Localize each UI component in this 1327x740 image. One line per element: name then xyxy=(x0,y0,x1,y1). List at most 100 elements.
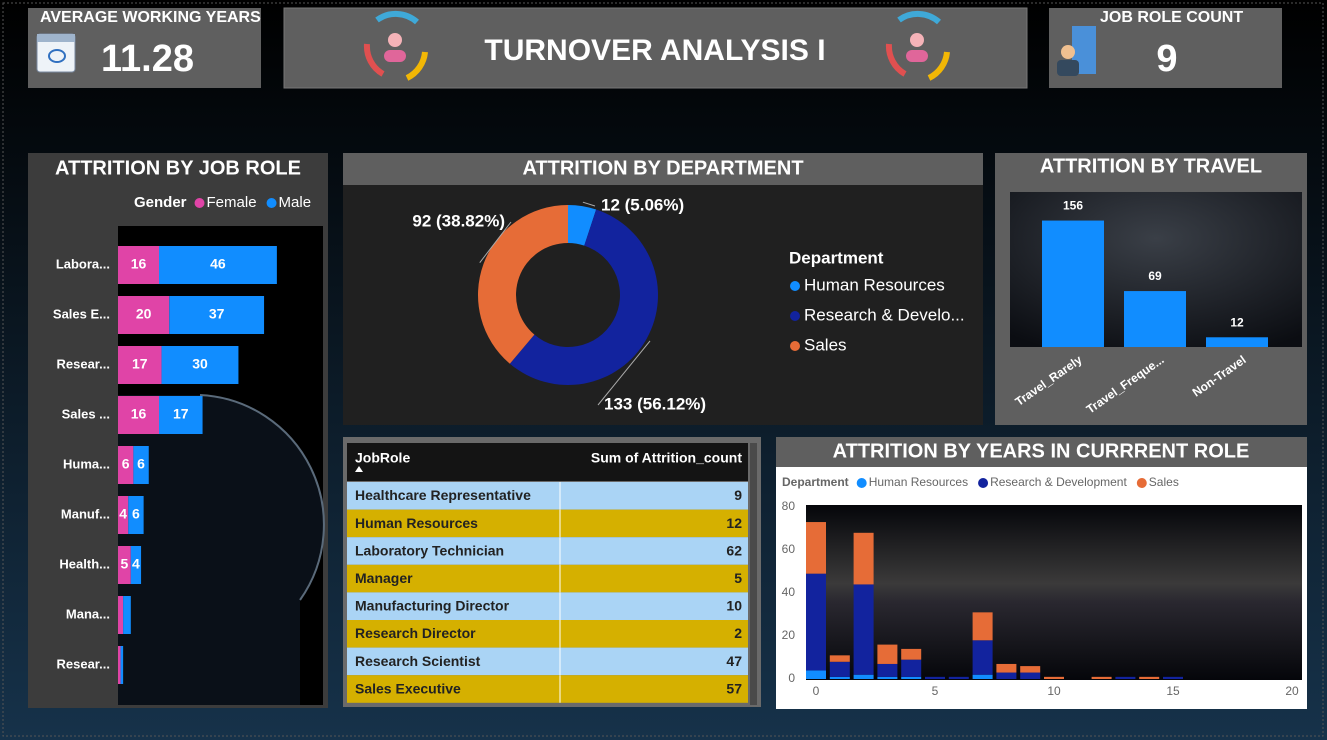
planet-rim xyxy=(199,394,325,601)
y-tick-label: Labora... xyxy=(56,256,110,271)
bar xyxy=(1139,676,1160,679)
legend-label: Research & Development xyxy=(990,475,1127,489)
leader-line xyxy=(582,201,596,207)
table-row xyxy=(347,509,748,538)
legend-label: Female xyxy=(207,194,257,211)
table-row xyxy=(347,482,748,510)
data-label: 16 xyxy=(131,256,147,272)
bar xyxy=(853,584,874,675)
bar xyxy=(118,496,129,534)
data-label: 46 xyxy=(210,256,226,272)
bar xyxy=(130,546,142,584)
donut-slice xyxy=(568,205,597,246)
turnover-icon xyxy=(363,10,428,81)
building-icon xyxy=(1057,26,1096,76)
table-cell: 62 xyxy=(726,542,742,558)
card-title: JOB ROLE COUNT xyxy=(1100,9,1243,26)
chart-title: ATTRITION BY JOB ROLE xyxy=(55,157,301,179)
bar xyxy=(118,396,159,434)
table-cell: Manufacturing Director xyxy=(355,598,510,614)
y-tick-label: 80 xyxy=(782,499,796,513)
bar xyxy=(161,346,239,384)
bar xyxy=(1020,672,1041,679)
table-row xyxy=(347,620,748,648)
bar xyxy=(996,663,1017,673)
column-header: Sum of Attrition_count xyxy=(591,450,742,466)
y-tick-label: Resear... xyxy=(57,656,111,671)
bar xyxy=(829,661,850,677)
bar xyxy=(120,646,124,684)
data-label: 4 xyxy=(119,506,127,522)
data-label: 37 xyxy=(209,306,225,322)
data-label: 6 xyxy=(137,456,145,472)
column-header: JobRole xyxy=(355,450,410,466)
chart-title: ATTRITION BY DEPARTMENT xyxy=(522,157,803,179)
table-cell: 10 xyxy=(726,598,742,614)
bar xyxy=(829,655,850,662)
y-tick-label: 40 xyxy=(782,585,796,599)
legend-label: Research & Develo... xyxy=(804,305,965,324)
table-cell: 57 xyxy=(726,680,742,696)
bar xyxy=(159,396,203,434)
bar xyxy=(877,663,898,677)
x-tick-label: 10 xyxy=(1047,684,1061,698)
legend-swatch xyxy=(790,341,800,351)
data-label: 5 xyxy=(121,556,129,572)
data-label: 92 (38.82%) xyxy=(412,211,505,230)
y-tick-label: 0 xyxy=(788,671,795,685)
table-header xyxy=(347,443,748,481)
legend-title: Department xyxy=(789,248,884,267)
table-cell: Research Director xyxy=(355,625,476,641)
table-row xyxy=(347,564,748,593)
bar xyxy=(1044,676,1064,679)
x-tick-label: 20 xyxy=(1285,684,1299,698)
table-cell: 9 xyxy=(734,487,742,503)
table-cell: Human Resources xyxy=(355,515,478,531)
data-label: 12 xyxy=(1230,315,1244,329)
y-tick-label: Resear... xyxy=(57,356,111,371)
scrollbar xyxy=(750,443,757,705)
bar xyxy=(118,546,131,584)
table-cell: 47 xyxy=(726,653,742,669)
chart-title: ATTRITION BY TRAVEL xyxy=(1040,155,1262,177)
y-tick-label: Sales ... xyxy=(62,406,110,421)
bar xyxy=(123,596,131,634)
bar xyxy=(806,573,826,671)
legend-label: Human Resources xyxy=(869,475,968,489)
legend-title: Department xyxy=(782,475,849,489)
bar xyxy=(1124,291,1186,347)
bar xyxy=(1163,676,1183,679)
bar xyxy=(118,296,170,334)
bar xyxy=(1042,220,1104,347)
legend-swatch xyxy=(1136,478,1147,488)
panel xyxy=(343,153,983,425)
bar xyxy=(829,676,850,679)
calendar-icon xyxy=(36,33,76,73)
bar xyxy=(901,659,922,677)
legend-label: Male xyxy=(279,194,312,211)
y-tick-label: Sales E... xyxy=(53,306,110,321)
table-row xyxy=(347,647,748,676)
data-label: 133 (56.12%) xyxy=(604,394,706,413)
data-label: 12 (5.06%) xyxy=(601,195,684,214)
legend-label: Sales xyxy=(1149,475,1179,489)
legend-swatch xyxy=(790,281,800,291)
bar xyxy=(118,346,162,384)
panel-header xyxy=(343,153,983,185)
card-value: 9 xyxy=(1156,38,1177,80)
table-cell: Healthcare Representative xyxy=(355,487,531,503)
data-label: 17 xyxy=(173,406,189,422)
y-tick-label: 20 xyxy=(782,628,796,642)
data-label: 69 xyxy=(1148,269,1162,283)
legend-swatch xyxy=(856,478,867,488)
table-row xyxy=(347,537,748,565)
data-label: 6 xyxy=(132,506,140,522)
y-tick-label: Health... xyxy=(59,556,110,571)
data-label: 30 xyxy=(192,356,208,372)
bar xyxy=(972,612,993,641)
donut-slice xyxy=(478,205,568,364)
panel-header xyxy=(776,437,1307,467)
